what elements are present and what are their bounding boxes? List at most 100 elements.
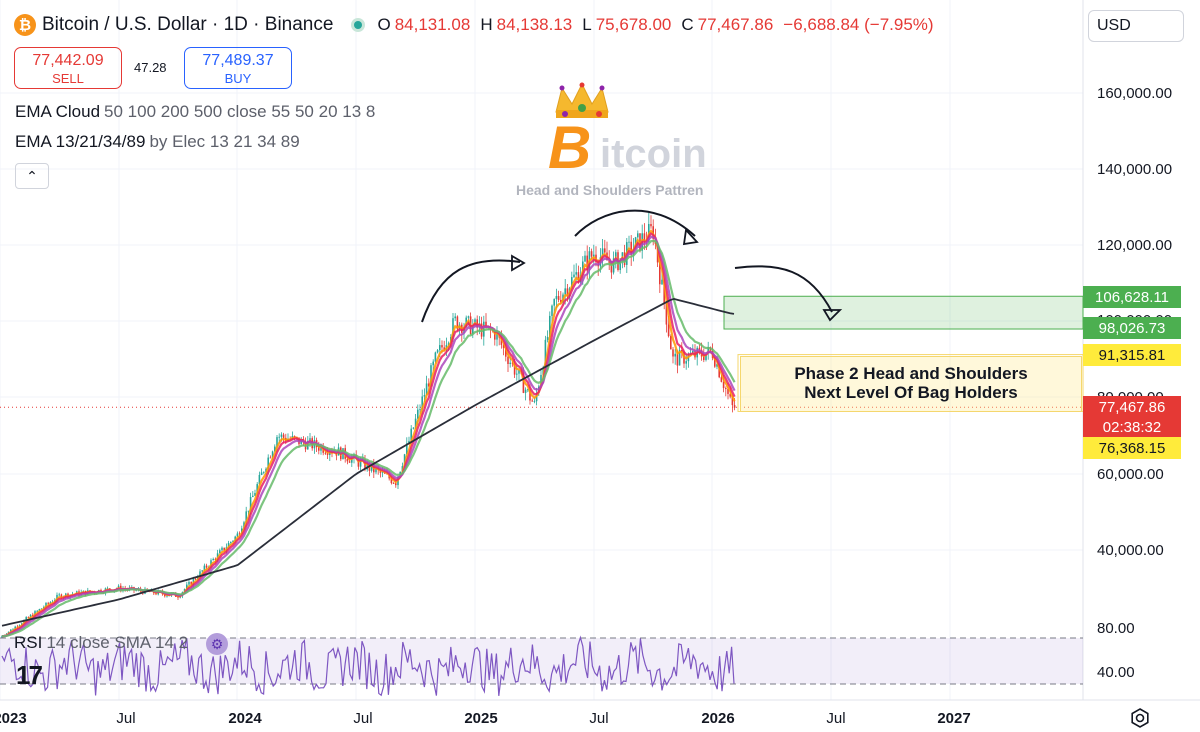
- x-axis-label: Jul: [826, 710, 846, 727]
- x-axis-label: 2026: [701, 710, 735, 727]
- candle-body: [650, 224, 652, 227]
- spread-value: 47.28: [134, 60, 167, 75]
- candle-body: [456, 316, 459, 330]
- candle-body: [665, 303, 668, 325]
- y-axis-label: 60,000.00: [1097, 466, 1164, 483]
- candle-body: [593, 254, 595, 257]
- candle-body: [557, 296, 560, 300]
- candle-body: [531, 400, 533, 402]
- candle-body: [258, 474, 261, 485]
- candle-body: [320, 445, 322, 451]
- candle-body: [529, 389, 531, 401]
- y-axis-label: 120,000.00: [1097, 237, 1173, 254]
- candle-body: [357, 459, 360, 467]
- candle-body: [612, 258, 615, 273]
- candle-body: [271, 451, 274, 458]
- ema-line: [1, 232, 736, 638]
- candle-body: [252, 495, 254, 498]
- sell-button[interactable]: 77,442.09 SELL: [14, 47, 122, 89]
- settings-gear-icon[interactable]: [1130, 708, 1150, 728]
- currency-select[interactable]: USD: [1088, 10, 1184, 42]
- candle-body: [269, 457, 272, 459]
- candle-body: [533, 401, 536, 402]
- candle-body: [707, 347, 709, 354]
- candle-body: [419, 409, 421, 410]
- candle-body: [249, 497, 252, 511]
- candle-body: [685, 361, 687, 364]
- arrow-path: [421, 259, 521, 323]
- candle-body: [509, 362, 511, 364]
- candle-body: [227, 542, 230, 548]
- candle-body: [727, 388, 729, 394]
- candle-body: [454, 316, 456, 319]
- arrow-path: [734, 265, 833, 313]
- candle-body: [472, 325, 474, 335]
- candle-body: [214, 558, 217, 561]
- candle-body: [527, 389, 529, 391]
- candle-body: [408, 440, 410, 444]
- candle-body: [577, 272, 580, 283]
- x-axis-label: 2023: [0, 710, 27, 727]
- buy-button[interactable]: 77,489.37 BUY: [184, 47, 292, 89]
- target-zone-green: [723, 295, 1084, 330]
- candle-body: [25, 617, 27, 620]
- candle-body: [544, 339, 547, 368]
- rsi-axis-label: 80.00: [1097, 620, 1135, 637]
- rsi-legend[interactable]: RSI 14 close SMA 14 2: [14, 633, 189, 652]
- watermark-text: itcoin: [600, 132, 707, 176]
- candle-body: [718, 364, 720, 378]
- candle-body: [254, 493, 256, 496]
- pattern-annotation[interactable]: Phase 2 Head and Shoulders Next Level Of…: [740, 356, 1082, 412]
- candle-body: [10, 629, 12, 632]
- candle-body: [619, 258, 621, 270]
- candle-body: [375, 468, 377, 473]
- candle-body: [610, 262, 613, 273]
- candle-body: [586, 255, 588, 270]
- candle-body: [452, 318, 454, 338]
- candle-body: [16, 626, 19, 628]
- x-axis-label: 2024: [228, 710, 262, 727]
- candle-body: [722, 381, 725, 389]
- candle-body: [425, 383, 428, 396]
- candle-body: [621, 252, 624, 259]
- candle-body: [49, 602, 52, 604]
- candle-body: [280, 434, 283, 437]
- arrow-head: [822, 309, 843, 322]
- y-axis-label: 40,000.00: [1097, 542, 1164, 559]
- candle-body: [672, 349, 674, 357]
- collapse-indicators-button[interactable]: ⌃: [15, 163, 49, 189]
- candle-body: [348, 461, 351, 463]
- candle-body: [436, 350, 439, 353]
- price-tag: 91,315.81: [1083, 344, 1181, 366]
- arrow-path: [574, 209, 696, 237]
- candle-body: [575, 272, 577, 275]
- bitcoin-coin-icon: ₿: [14, 14, 36, 36]
- candle-body: [58, 594, 60, 596]
- candle-body: [441, 345, 443, 348]
- candle-body: [414, 418, 417, 428]
- candle-body: [188, 581, 190, 585]
- indicator-ema-13-21-34-89[interactable]: EMA 13/21/34/89 by Elec 13 21 34 89: [15, 132, 300, 151]
- ohlc-readout: O 84,131.08 H 84,138.13 L 75,678.00 C 77,467…: [377, 15, 934, 34]
- candle-body: [604, 248, 606, 253]
- rsi-settings-icon[interactable]: ⚙: [206, 633, 228, 655]
- candle-body: [560, 299, 562, 303]
- candle-body: [38, 609, 41, 611]
- ema-line: [1, 229, 736, 638]
- candle-body: [27, 617, 30, 618]
- candle-body: [392, 483, 395, 484]
- ema-line: [1, 235, 736, 638]
- candle-body: [60, 594, 63, 598]
- candle-body: [564, 288, 566, 295]
- indicator-ema-cloud[interactable]: EMA Cloud 50 100 200 500 close 55 50 20 1…: [15, 102, 376, 121]
- candle-body: [670, 336, 672, 350]
- candle-body: [219, 550, 221, 554]
- y-axis-label: 160,000.00: [1097, 85, 1173, 102]
- candle-body: [390, 478, 393, 484]
- symbol-title[interactable]: Bitcoin / U.S. Dollar · 1D · Binance: [42, 14, 334, 35]
- candle-body: [36, 610, 38, 612]
- candle-body: [230, 541, 232, 543]
- candle-body: [516, 373, 518, 375]
- candle-body: [733, 405, 736, 408]
- candle-body: [417, 409, 419, 419]
